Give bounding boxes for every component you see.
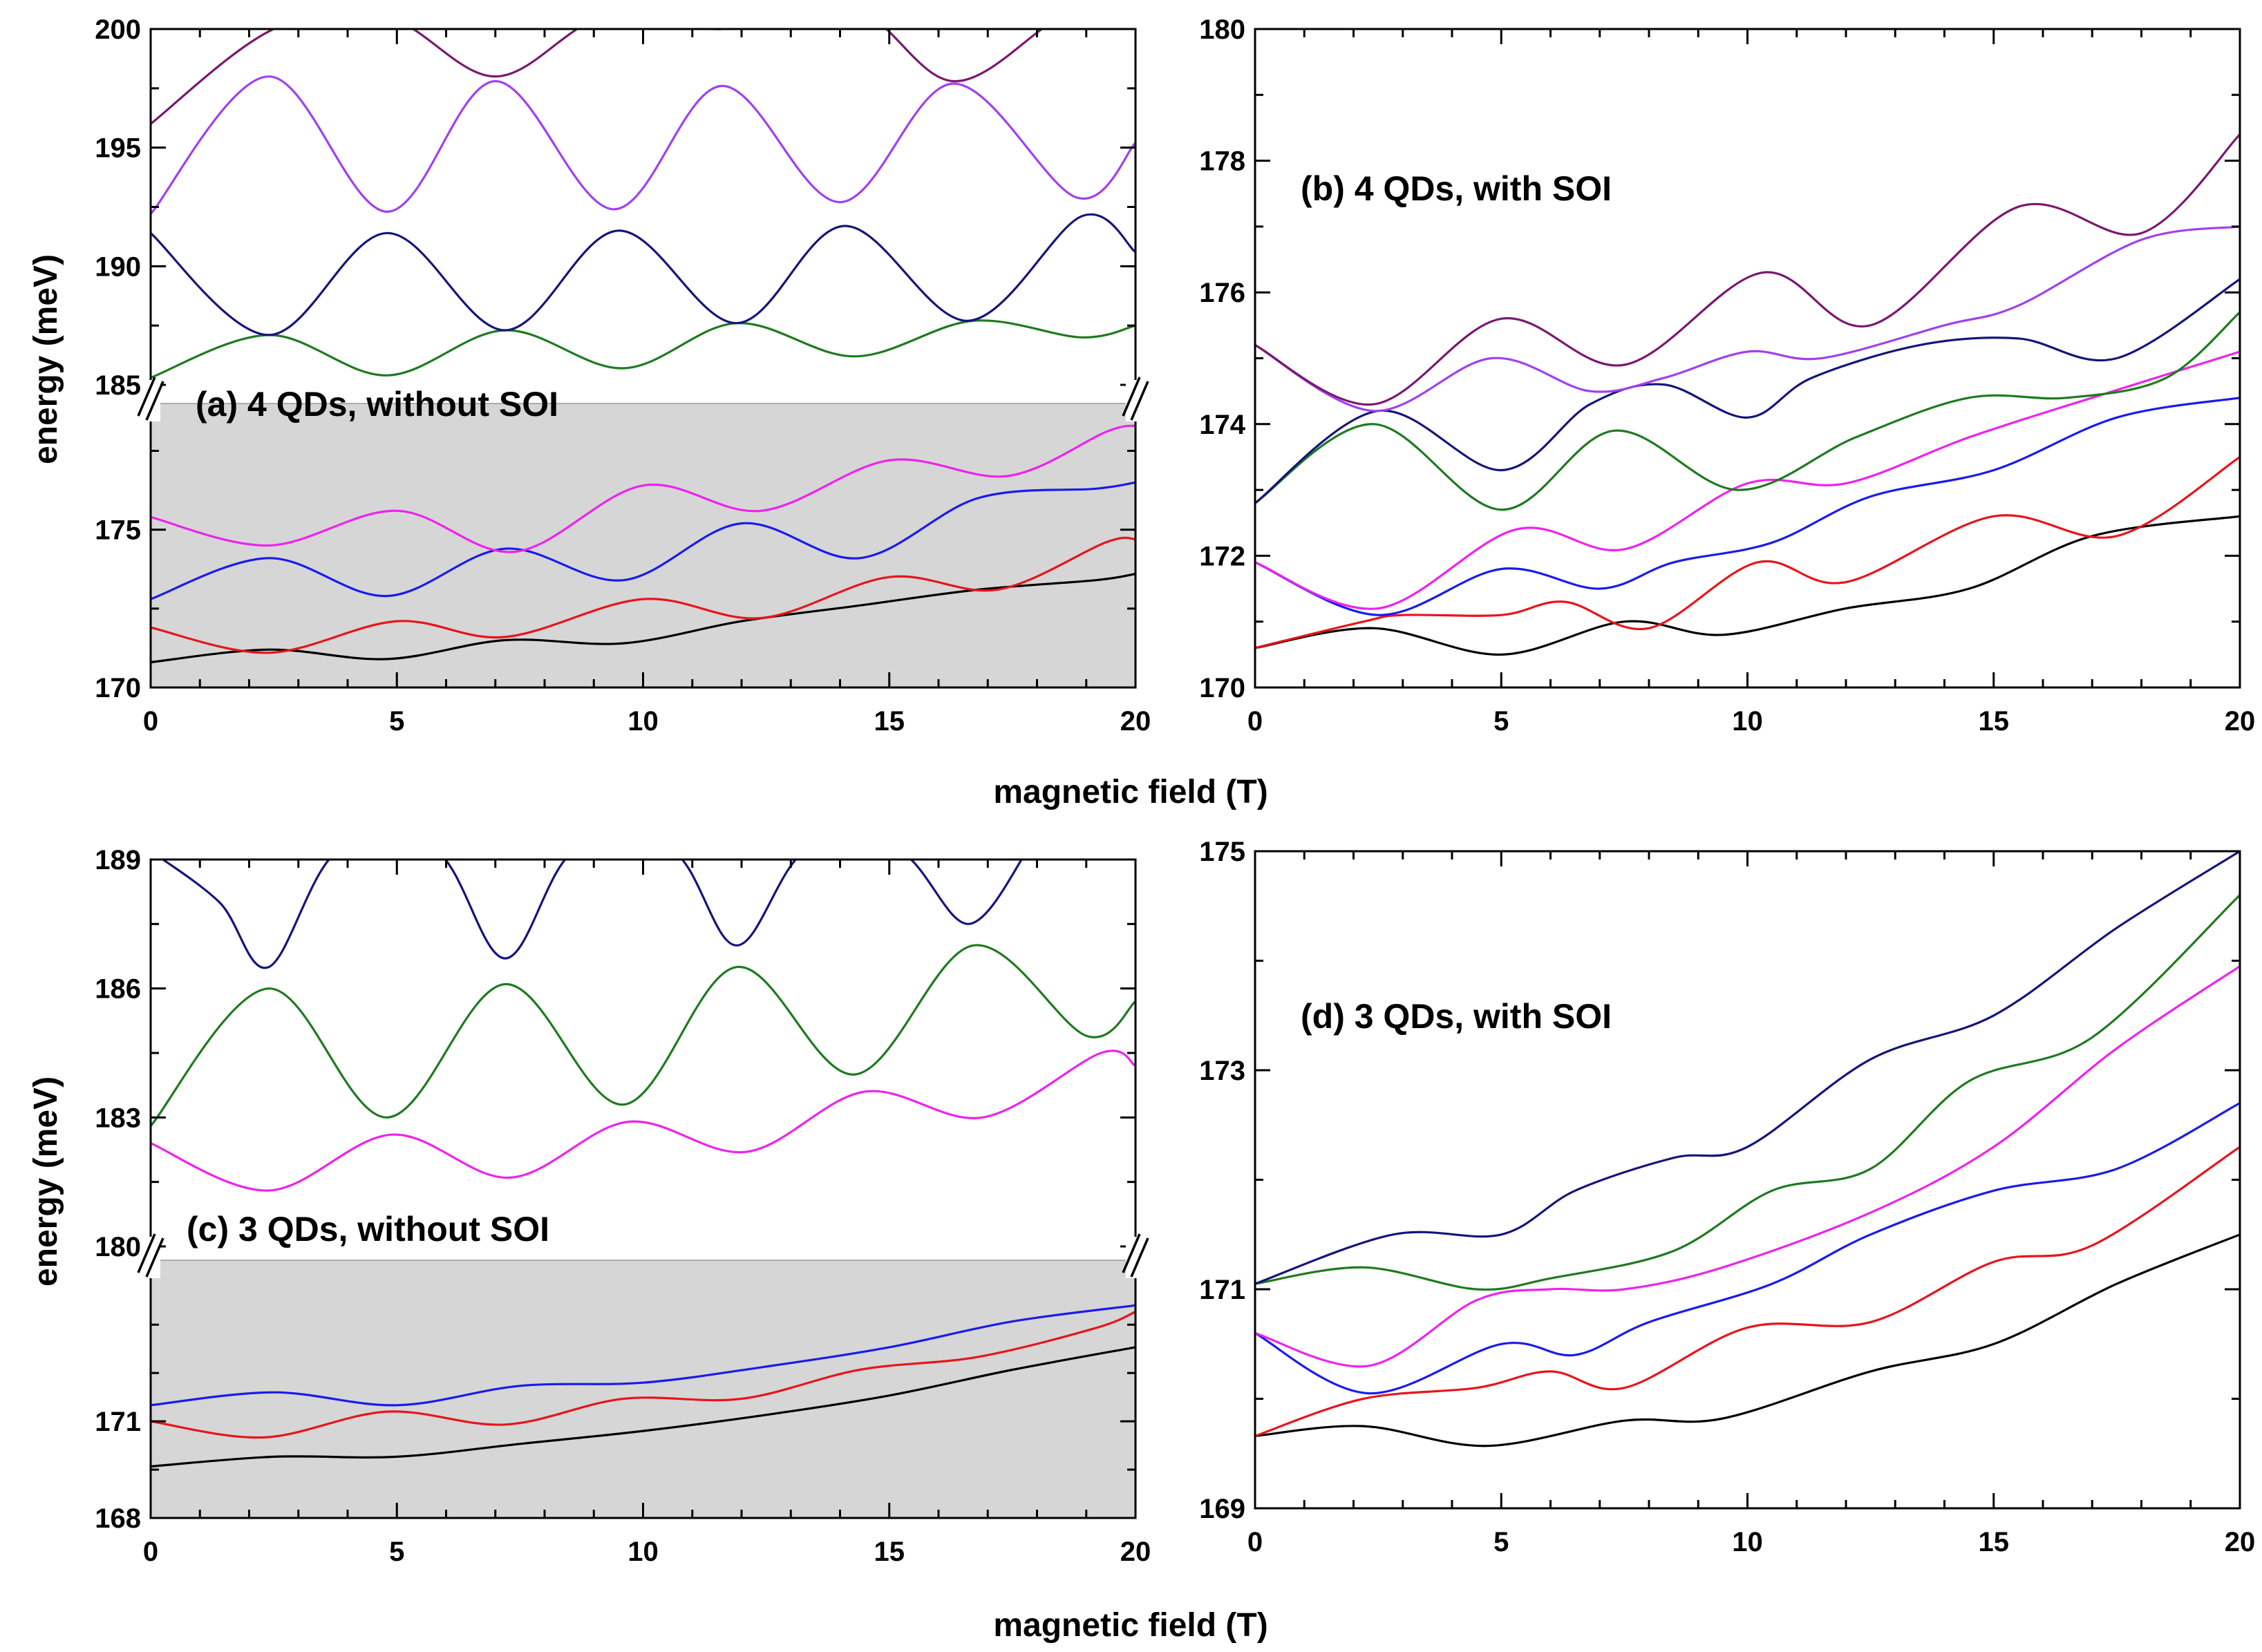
x-tick-label: 20 [1120,1537,1151,1567]
x-tick-label: 15 [874,706,905,737]
axis-break-mark [137,377,156,417]
x-axis-title-bottom: magnetic field (T) [993,1607,1267,1644]
y-tick-label-lower: 171 [95,1407,141,1437]
y-axis-title-bottom: energy (meV) [28,1076,64,1287]
panel-label-a: (a) 4 QDs, without SOI [196,385,558,424]
y-tick-label: 176 [1199,278,1245,308]
series-line-a-7 [151,75,1135,215]
series-line-c-1 [151,1346,1135,1468]
series-line-d-1 [1255,1233,2240,1447]
series-line-d-3 [1255,1102,2240,1395]
axis-break-mark [145,381,164,421]
x-tick-label: 5 [1493,1527,1509,1557]
shaded-region [150,1260,1136,1519]
series-line-b-5 [1255,311,2240,511]
series-line-b-6 [1255,278,2240,504]
plot-area-a [151,29,1135,664]
shaded-region [150,403,1136,688]
axis-break-mark [1130,1237,1149,1278]
series-line-d-6 [1255,851,2240,1285]
series-line-a-3 [151,481,1135,600]
y-tick-label-upper: 185 [95,370,141,401]
axis-break-mark [145,1237,164,1278]
x-tick-label: 15 [1979,706,2010,737]
series-line-d-5 [1255,894,2240,1291]
y-tick-label: 178 [1199,146,1245,177]
y-tick-label-upper: 189 [95,845,141,875]
series-line-b-2 [1255,456,2240,649]
x-tick-label: 5 [389,1537,404,1567]
series-line-d-2 [1255,1146,2240,1437]
x-tick-label: 5 [1493,706,1509,737]
x-tick-label: 10 [628,1537,659,1567]
y-tick-label: 173 [1199,1056,1245,1086]
series-line-a-2 [151,536,1135,654]
series-line-a-5 [151,319,1135,379]
x-axis-title-top: magnetic field (T) [993,774,1267,810]
x-tick-label: 0 [1247,706,1263,737]
plot-area-b [1255,133,2240,656]
series-line-d-4 [1255,965,2240,1368]
y-tick-label-upper: 195 [95,133,141,164]
y-tick-label-upper: 183 [95,1103,141,1133]
y-tick-label-upper: 186 [95,974,141,1005]
panel-b: 0 5 10 15 20 170 172 174 176 178 180 (b) 4 QDs, wit… [1199,15,2255,737]
series-line-c-4 [151,1050,1135,1192]
x-tick-label: 20 [2225,706,2256,737]
y-tick-label: 170 [1199,673,1245,703]
axis-break-mark [1122,1233,1141,1273]
x-tick-label: 10 [628,706,659,737]
series-line-b-1 [1255,515,2240,656]
x-tick-label: 0 [143,1537,158,1567]
y-tick-label: 180 [1199,15,1245,45]
x-tick-label: 10 [1732,706,1763,737]
y-tick-label: 174 [1199,410,1245,440]
axis-break-mark [137,1233,156,1273]
y-axis-title-top: energy (meV) [28,254,64,464]
x-tick-label: 15 [874,1537,905,1567]
axis-break-mark [1122,377,1141,417]
series-line-c-6 [160,860,1023,969]
y-tick-label: 171 [1199,1275,1245,1305]
series-line-c-3 [151,1304,1135,1407]
x-tick-label: 20 [2225,1527,2256,1557]
x-tick-label: 10 [1732,1527,1763,1557]
plot-area-c [151,860,1135,1468]
y-tick-label-upper: 180 [95,1232,141,1262]
series-line-a-6 [151,213,1135,336]
axis-break-mark [1130,381,1149,421]
x-tick-label: 5 [389,706,404,737]
panel-c: 0 5 10 15 20 180 183 186 189 168 171 (c) 3 QDs, wit… [95,845,1151,1567]
panel-label-c: (c) 3 QDs, without SOI [187,1210,549,1249]
series-line-a-1 [151,573,1135,664]
y-tick-label-upper: 200 [95,15,141,45]
y-tick-label: 169 [1199,1494,1245,1524]
plot-area-d [1255,851,2240,1447]
x-tick-label: 0 [1247,1527,1263,1557]
x-tick-label: 15 [1979,1527,2010,1557]
y-tick-label-upper: 190 [95,251,141,282]
series-line-b-4 [1255,350,2240,610]
panel-label-b: (b) 4 QDs, with SOI [1301,169,1612,208]
x-tick-label: 20 [1120,706,1151,737]
panel-label-d: (d) 3 QDs, with SOI [1301,997,1612,1036]
panel-a: 0 5 10 15 20 185 190 195 200 170 175 (a) 4 QDs, wit… [95,15,1151,737]
y-tick-label-lower: 168 [95,1503,141,1534]
series-line-a-4 [151,424,1135,553]
series-line-b-3 [1255,397,2240,616]
series-line-c-5 [151,944,1135,1127]
x-tick-label: 0 [143,706,158,737]
y-tick-label: 175 [1199,837,1245,867]
series-line-c-2 [151,1311,1135,1439]
y-tick-label-lower: 170 [95,673,141,703]
series-line-b-7 [1255,225,2240,412]
y-tick-label: 172 [1199,541,1245,571]
y-tick-label-lower: 175 [95,515,141,546]
panel-d: 0 5 10 15 20 169 171 173 175 (d) 3 QDs, with SOI [1199,837,2255,1557]
series-line-b-8 [1255,133,2240,406]
series-line-a-8 [151,29,1044,125]
